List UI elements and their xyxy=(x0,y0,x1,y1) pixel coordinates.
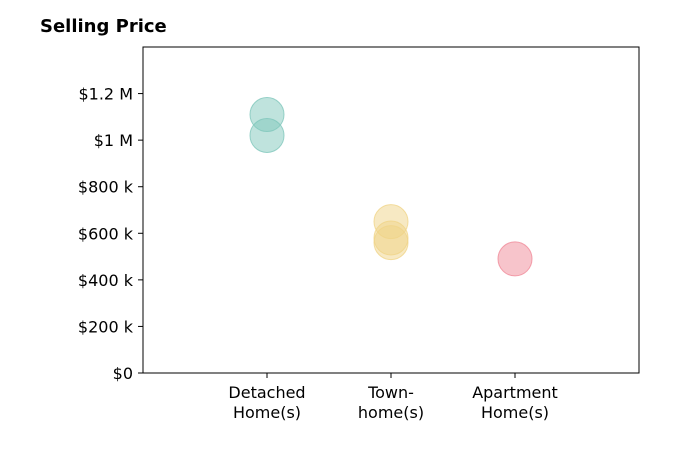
x-tick-label: home(s) xyxy=(358,403,424,422)
x-axis: DetachedHome(s)Town-home(s)ApartmentHome… xyxy=(228,373,558,422)
y-tick-label: $600 k xyxy=(78,224,134,243)
y-tick-label: $200 k xyxy=(78,317,134,336)
chart-title: Selling Price xyxy=(40,16,167,37)
y-tick-label: $1.2 M xyxy=(78,85,133,104)
x-tick-label: Home(s) xyxy=(481,403,549,422)
x-tick-label: Town- xyxy=(367,383,414,402)
x-tick-label: Detached xyxy=(228,383,305,402)
data-point xyxy=(249,117,285,153)
x-tick-label: Home(s) xyxy=(233,403,301,422)
y-tick-label: $0 xyxy=(113,364,133,383)
y-tick-label: $1 M xyxy=(94,131,133,150)
data-points xyxy=(249,97,533,277)
data-point xyxy=(373,225,409,261)
y-axis: $0 $200 k $400 k $600 k $800 k $1 M $1.2 M xyxy=(78,85,143,383)
y-tick-label: $400 k xyxy=(78,271,134,290)
data-point xyxy=(497,241,533,277)
x-tick-label: Apartment xyxy=(472,383,558,402)
y-tick-label: $800 k xyxy=(78,178,134,197)
